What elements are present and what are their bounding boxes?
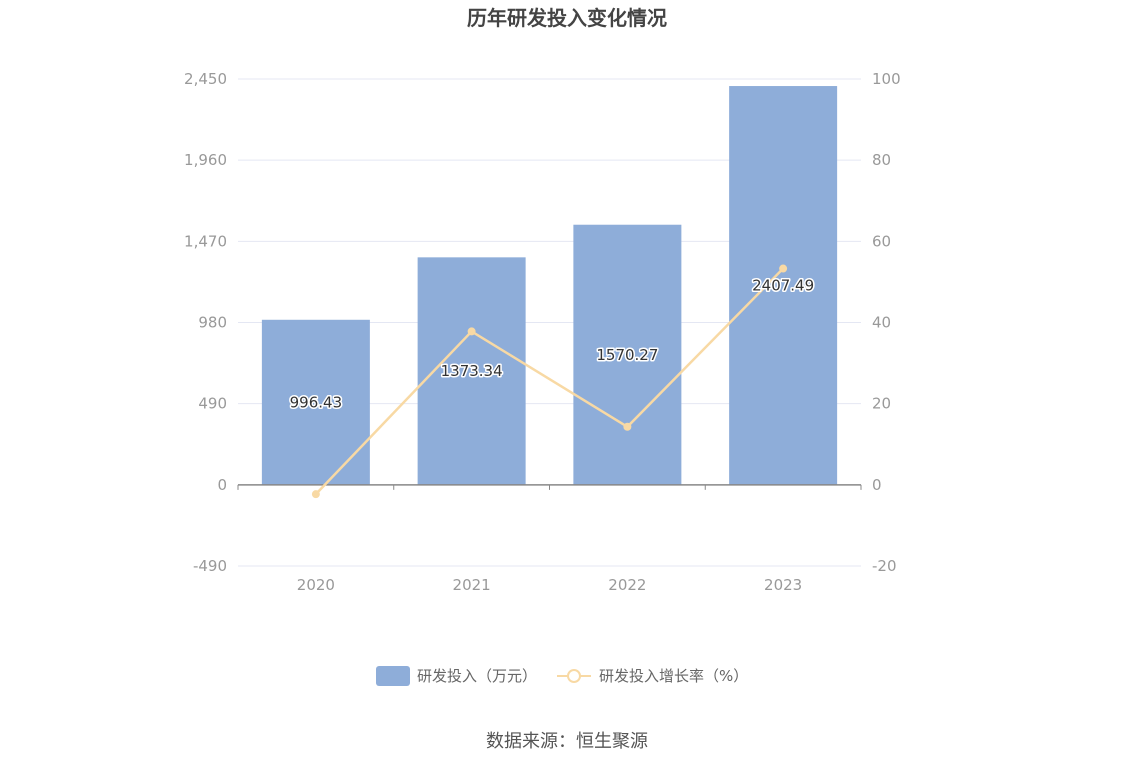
bar-series [261,86,838,485]
right-tick-label: -20 [872,557,897,575]
source-text: 数据来源：恒生聚源 [486,731,648,752]
growth-rate-line [314,267,785,496]
right-tick-label: 80 [872,151,891,169]
right-tick-label: 40 [872,314,891,332]
right-tick-label: 0 [872,476,882,494]
bar-data-label: 1570.27 [596,346,658,364]
bar-data-label: 2407.49 [752,276,814,294]
line-series [311,264,788,499]
line-point[interactable] [311,490,320,499]
bar-data-labels: 996.43 1373.34 1570.27 2407.49 [288,275,816,413]
right-tick-label: 100 [872,70,901,88]
legend-bar-swatch[interactable] [376,666,410,686]
line-point[interactable] [623,422,632,431]
bar-data-label: 1373.34 [441,362,503,380]
bar[interactable] [573,224,682,485]
left-tick-label: 980 [198,314,227,332]
bar[interactable] [729,86,838,485]
right-tick-label: 60 [872,232,891,250]
line-point[interactable] [467,327,476,336]
x-tick-label: 2022 [608,576,646,594]
left-tick-label: 490 [198,395,227,413]
bar-data-label: 996.43 [290,393,343,411]
left-tick-label: 0 [217,476,227,494]
line-point[interactable] [779,264,788,273]
bar[interactable] [417,257,526,485]
x-tick-label: 2020 [297,576,335,594]
left-tick-label: 2,450 [184,70,227,88]
left-y-axis: 2,450 1,960 1,470 980 490 0 -490 [184,70,227,575]
legend: 研发投入（万元） 研发投入增长率（%） [376,666,748,686]
left-tick-label: 1,960 [184,151,227,169]
x-tick-label: 2023 [764,576,802,594]
legend-line-marker[interactable] [567,669,581,683]
x-axis: 2020 2021 2022 2023 [237,484,862,594]
right-tick-label: 20 [872,395,891,413]
right-y-axis: 100 80 60 40 20 0 -20 [872,70,901,575]
chart-title: 历年研发投入变化情况 [467,6,667,30]
legend-bar-label[interactable]: 研发投入（万元） [417,667,537,685]
left-tick-label: 1,470 [184,232,227,250]
x-tick-label: 2021 [453,576,491,594]
legend-line-label[interactable]: 研发投入增长率（%） [599,667,748,685]
left-tick-label: -490 [193,557,227,575]
